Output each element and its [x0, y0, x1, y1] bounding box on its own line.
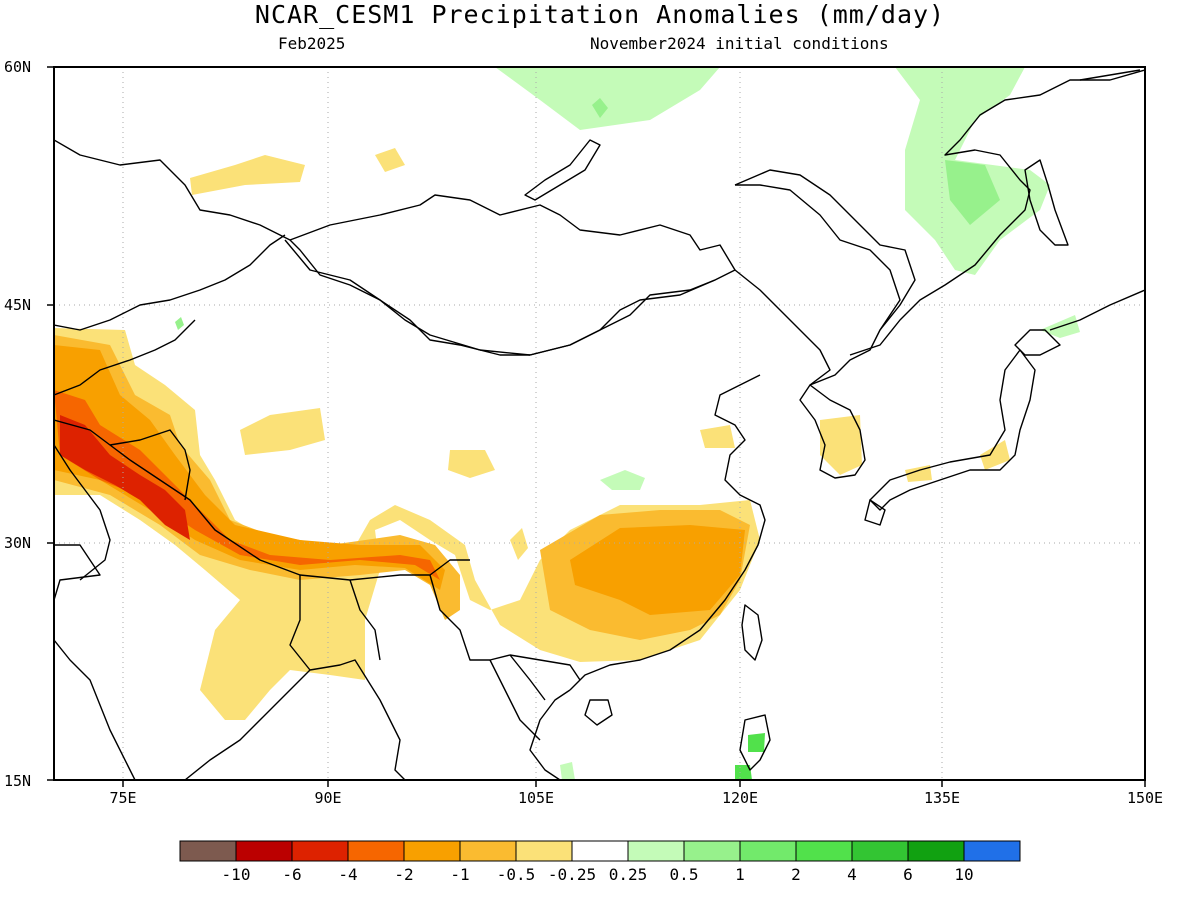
lake-baikal: [524, 139, 601, 201]
colorbar-label: 0.5: [669, 865, 699, 884]
dry-anomaly-himalaya-core: [60, 415, 190, 540]
initial-conditions: November2024 initial conditions: [590, 34, 889, 53]
colorbar: [179, 840, 1021, 862]
colorbar-swatch: [403, 840, 461, 862]
lon-label-135e: 135E: [923, 789, 961, 807]
border-china-korea: [734, 269, 831, 386]
coastline-kyushu: [864, 499, 886, 526]
lon-label-150e: 150E: [1126, 789, 1164, 807]
wet-anomaly-indochina: [560, 762, 575, 780]
colorbar-label: 10: [954, 865, 974, 884]
dry-patch: [510, 528, 528, 560]
coastline-hainan: [584, 699, 613, 726]
colorbar-label: -1: [450, 865, 470, 884]
colorbar-swatch: [571, 840, 629, 862]
lon-label-90e: 90E: [314, 789, 342, 807]
coastline-northeast: [734, 169, 916, 386]
coastlines-borders: [54, 69, 1145, 780]
coastline-kamchatka: [1079, 69, 1141, 81]
colorbar-label: -0.5: [496, 865, 536, 884]
colorbar-label: -6: [282, 865, 302, 884]
coastline-hokkaido: [1014, 329, 1061, 356]
colorbar-label: -10: [221, 865, 251, 884]
lat-label-60n: 60N: [4, 58, 32, 76]
colorbar-label: 0.25: [608, 865, 648, 884]
lon-label-75e: 75E: [109, 789, 137, 807]
colorbar-swatch: [963, 840, 1021, 862]
border-india-china: [109, 429, 191, 501]
coastline-taiwan: [741, 604, 763, 661]
colorbar-swatch: [515, 840, 573, 862]
border-china-russia-ne: [735, 184, 901, 331]
border-kazakh: [54, 319, 196, 396]
coastline-korea: [799, 384, 866, 479]
anomaly-shading: [54, 67, 1080, 780]
border-india-bangladesh: [289, 575, 381, 671]
border-himalaya: [54, 419, 470, 581]
coastline-honshu: [869, 349, 1036, 511]
dry-patch: [820, 415, 862, 475]
coastline-kuril: [1049, 289, 1145, 331]
lat-label-45n: 45N: [4, 296, 32, 314]
colorbar-swatch: [347, 840, 405, 862]
colorbar-swatch: [851, 840, 909, 862]
coastline-india: [54, 544, 406, 780]
dry-patch: [240, 408, 325, 455]
map-title: NCAR_CESM1 Precipitation Anomalies (mm/d…: [254, 0, 946, 29]
lon-label-120e: 120E: [721, 789, 759, 807]
wet-anomaly-small: [175, 317, 184, 330]
dry-anomaly-south-china-core: [570, 525, 745, 615]
colorbar-swatch: [683, 840, 741, 862]
plot-frame: [53, 66, 1146, 781]
dry-patch: [375, 148, 405, 172]
lat-label-15n: 15N: [4, 772, 32, 790]
colorbar-swatch: [739, 840, 797, 862]
wet-anomaly-luzon: [735, 765, 752, 780]
coastline-north-asia: [54, 139, 736, 356]
dry-patch: [448, 450, 495, 478]
border-pakistan: [54, 444, 111, 581]
lat-label-30n: 30N: [4, 534, 32, 552]
border-central-asia: [54, 234, 286, 331]
wet-anomaly-sakhalin: [945, 160, 1000, 225]
colorbar-swatch: [235, 840, 293, 862]
graticule: [54, 67, 1145, 780]
colorbar-swatch: [795, 840, 853, 862]
colorbar-label: 1: [735, 865, 745, 884]
coastline-china-east: [569, 374, 766, 691]
axis-ticks: [47, 66, 1146, 787]
colorbar-swatch: [459, 840, 517, 862]
colorbar-label: -2: [394, 865, 414, 884]
colorbar-swatch: [627, 840, 685, 862]
colorbar-swatch: [907, 840, 965, 862]
wet-anomaly-siberia: [495, 67, 720, 130]
wet-anomaly-china: [600, 470, 645, 490]
colorbar-swatch: [291, 840, 349, 862]
wet-anomaly-philippines: [748, 733, 765, 752]
lon-label-105e: 105E: [517, 789, 555, 807]
colorbar-label: 6: [903, 865, 913, 884]
forecast-period: Feb2025: [278, 34, 346, 53]
coastline-sakhalin: [1024, 159, 1069, 246]
dry-patch: [700, 425, 735, 448]
colorbar-label: -4: [338, 865, 358, 884]
colorbar-label: 2: [791, 865, 801, 884]
border-mongolia: [284, 239, 716, 356]
dry-patch: [190, 155, 305, 195]
coastline-okhotsk: [849, 69, 1145, 356]
colorbar-label: -0.25: [547, 865, 597, 884]
dry-patch: [980, 440, 1010, 470]
colorbar-label: 4: [847, 865, 857, 884]
coastline-philippines: [739, 714, 771, 771]
colorbar-swatch: [179, 840, 237, 862]
wet-anomaly-core: [592, 98, 608, 118]
border-laos-vietnam: [489, 654, 546, 741]
